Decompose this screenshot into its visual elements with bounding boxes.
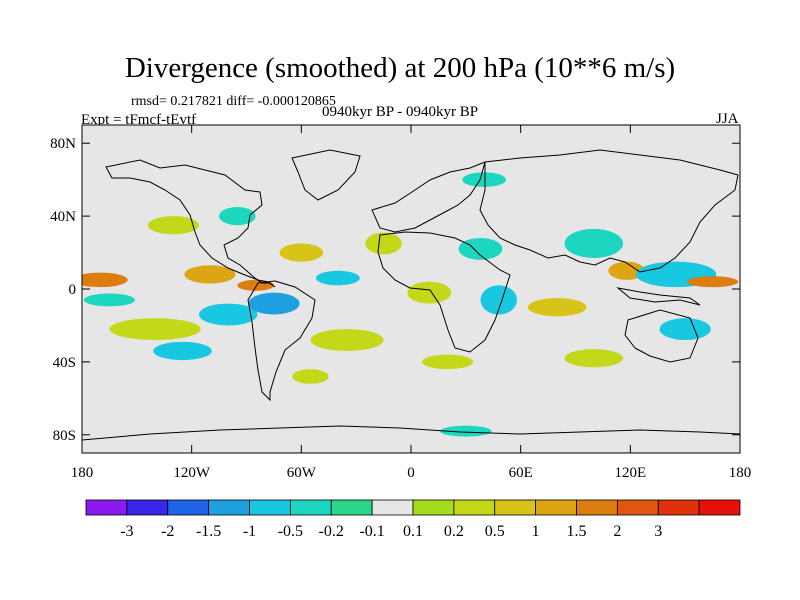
field-region-15 [527,298,587,317]
x-tick-label: 120W [173,465,211,481]
coastline-asia [479,149,739,273]
x-tick-label: 0 [407,465,415,481]
colorbar-label: -0.2 [319,523,344,540]
field-region-26 [292,369,329,384]
colorbar-label: 0.5 [485,523,505,540]
season-label: JJA [716,111,739,127]
field-region-24 [421,354,474,370]
field-region-13 [458,237,503,260]
field-region-3 [153,341,212,361]
colorbar-swatch [412,499,455,516]
colorbar-swatch [289,499,332,516]
divergence-field [82,172,739,437]
field-region-19 [686,276,739,288]
field-region-21 [147,216,199,235]
map-title: Divergence (smoothed) at 200 hPa (10**6 … [124,52,676,84]
field-region-12 [407,281,452,304]
colorbar-swatch [657,499,700,516]
colorbar-swatch [698,499,741,516]
field-region-0 [82,272,128,288]
colorbar-label: -3 [120,523,133,540]
y-tick-label: 40S [53,355,76,371]
x-tick-label: 180 [71,465,94,481]
x-tick-label: 60W [287,465,317,481]
colorbar-label: 3 [654,523,662,540]
coastline-south-america [247,280,316,402]
coastline-north-america [105,159,276,288]
colorbar-label: 1.5 [567,523,587,540]
field-region-20 [659,318,711,341]
field-region-5 [198,303,258,326]
y-tick-label: 0 [69,282,77,298]
colorbar-swatch [576,499,618,516]
colorbar-label: 1 [532,523,540,540]
field-region-25 [564,349,624,368]
statistics-text: rmsd= 0.217821 diff= -0.000120865 [131,94,336,109]
colorbar-label: -1.5 [196,523,221,540]
field-region-17 [608,261,645,280]
field-region-9 [315,270,360,286]
latitude-labels: 80N 40N 0 40S 80S [50,136,76,444]
coastline-antarctica [82,425,740,441]
colorbar-swatch [208,499,250,516]
colorbar-swatch [126,499,169,516]
field-region-2 [109,318,201,341]
colorbar-swatch [616,499,659,516]
colorbar-swatch [453,499,496,516]
colorbar-label: -0.5 [278,523,303,540]
x-tick-label: 180 [729,465,752,481]
field-region-11 [365,232,402,255]
field-region-10 [310,329,384,351]
colorbar-swatch [371,499,414,516]
field-region-23 [462,172,507,187]
field-region-1 [83,293,136,307]
plot-area [81,124,741,454]
period-label: 0940kyr BP - 0940kyr BP [322,104,479,120]
field-region-6 [248,292,300,315]
longitude-labels: 180 120W 60W 0 60E 120E 180 [71,465,752,481]
field-region-27 [440,425,492,437]
colorbar-swatch [535,499,577,516]
coastline-africa [377,231,511,353]
colorbar-labels: -3 -2 -1.5 -1 -0.5 -0.2 -0.1 0.1 0.2 0.5 1 1.5 2 3 [120,523,662,540]
colorbar-label: -1 [243,523,256,540]
coastline-australia [624,309,699,363]
axis-ticks [81,125,741,453]
x-tick-label: 120E [614,465,646,481]
colorbar-swatch [330,499,373,516]
colorbar-label: 2 [613,523,621,540]
y-tick-label: 40N [50,209,76,225]
field-region-8 [279,243,324,262]
colorbar [85,499,741,516]
field-region-16 [564,228,624,259]
y-tick-label: 80S [53,428,76,444]
field-region-4 [184,265,236,284]
colorbar-swatch [249,499,291,516]
coastline-greenland [291,149,361,201]
colorbar-swatch [85,499,128,516]
colorbar-swatch [167,499,210,516]
field-region-14 [480,285,518,315]
colorbar-label: -0.1 [359,523,384,540]
coastlines [82,149,740,441]
experiment-label: Expt = tFmcf-tEvtf [81,112,197,128]
colorbar-swatch [494,499,537,516]
x-tick-label: 60E [509,465,533,481]
colorbar-label: -2 [161,523,174,540]
colorbar-label: 0.2 [444,523,464,540]
field-region-22 [219,207,256,226]
coastline-europe [371,161,486,233]
coastline-indonesia [616,287,701,306]
y-tick-label: 80N [50,136,76,152]
colorbar-label: 0.1 [403,523,423,540]
